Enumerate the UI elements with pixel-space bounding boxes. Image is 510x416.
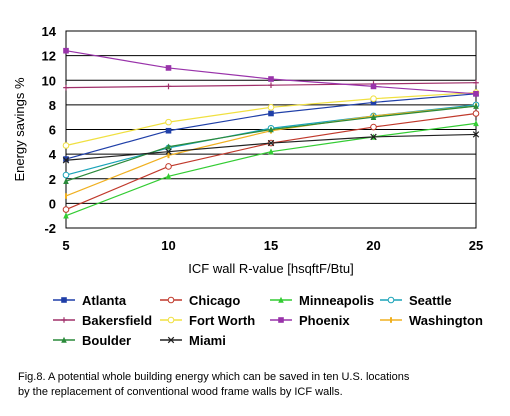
data-point-atlanta [165,127,172,134]
y-tick-label: 10 [42,73,56,88]
data-point-bakersfield [473,79,479,86]
data-point-miami [165,148,172,155]
data-point-fort-worth [165,118,172,126]
data-point-boulder [370,113,377,120]
y-tick-label: 2 [49,172,56,187]
data-point-bakersfield [63,84,69,91]
y-tick-label: -2 [44,221,56,236]
legend-marker [61,317,67,323]
x-tick-label: 5 [62,238,69,253]
series-line-fort-worth [65,91,477,147]
data-point-chicago [472,110,480,117]
data-point-atlanta [268,110,274,117]
legend-item-atlanta: Atlanta [53,293,127,308]
data-point-fort-worth [267,104,275,111]
data-point-boulder [268,126,274,133]
series-line-miami [65,133,477,161]
data-point-atlanta [370,99,377,106]
data-point-boulder [473,102,479,109]
legend-marker [390,317,392,323]
data-point-miami [267,139,275,147]
legend-label: Chicago [189,293,240,308]
legend-label: Miami [189,333,226,348]
legend-item-chicago: Chicago [160,293,240,308]
x-axis-label: ICF wall R-value [hsqftF/Btu] [188,261,353,276]
data-point-miami [370,133,377,141]
data-point-phoenix [165,65,172,71]
data-point-phoenix [63,47,69,54]
y-axis-label: Energy savings % [12,77,27,181]
legend-marker [61,297,67,303]
data-point-phoenix [268,76,274,82]
legend-item-minneapolis: Minneapolis [270,293,374,308]
data-point-phoenix [473,90,479,97]
data-point-chicago [62,206,70,213]
data-point-boulder [63,177,69,185]
data-point-seattle [62,171,70,179]
data-point-minneapolis [473,120,479,127]
legend-item-phoenix: Phoenix [270,313,350,328]
legend-marker [278,317,284,323]
legend-label: Atlanta [82,293,127,308]
data-point-minneapolis [268,148,274,155]
x-tick-label: 15 [264,238,278,253]
data-point-minneapolis [165,172,172,180]
legend-label: Bakersfield [82,313,152,328]
series-line-minneapolis [65,122,477,217]
caption-line-2: by the replacement of conventional wood … [18,386,343,398]
data-point-chicago [370,123,377,131]
legend-item-washington: Washington [380,313,483,328]
legend-label: Seattle [409,293,452,308]
data-point-miami [472,131,480,138]
line-chart: -2 0 2 4 6 8 10 12 14 5 10 15 20 25 Energy savings %… [12,24,483,348]
data-point-miami [62,157,70,164]
series-phoenix [63,47,479,97]
y-axis: -2 0 2 4 6 8 10 12 14 [42,24,57,236]
x-axis: 5 10 15 20 25 [62,238,483,253]
series-boulder [63,102,479,185]
legend-marker [278,296,284,303]
data-point-washington [167,152,170,159]
legend-label: Washington [409,313,483,328]
data-point-minneapolis [63,212,69,219]
legend-marker [61,336,67,343]
legend-item-fort-worth: Fort Worth [160,313,255,328]
data-point-fort-worth [370,95,377,103]
data-point-chicago [165,163,172,170]
legend-marker [167,336,175,344]
legend-label: Phoenix [299,313,350,328]
plot-area [65,30,477,229]
legend-label: Fort Worth [189,313,255,328]
data-point-boulder [165,143,172,150]
legend-item-boulder: Boulder [53,333,131,348]
y-tick-label: 6 [49,123,56,138]
x-tick-label: 20 [366,238,380,253]
y-tick-label: 8 [49,98,56,113]
data-point-bakersfield [165,83,172,90]
legend-item-seattle: Seattle [380,293,452,308]
legend-label: Boulder [82,333,131,348]
legend-item-bakersfield: Bakersfield [53,313,152,328]
legend-marker [167,316,175,324]
data-point-bakersfield [268,82,274,88]
legend-marker [387,296,395,304]
y-tick-label: 0 [49,196,56,211]
legend: Atlanta Chicago Minneapolis Seattle Bakersfi… [53,293,483,348]
data-point-atlanta [63,156,69,162]
caption-line-1: Fig.8. A potential whole building energy… [18,371,410,383]
legend-item-miami: Miami [160,333,226,348]
y-tick-label: 4 [49,147,57,162]
legend-label: Minneapolis [299,293,374,308]
data-point-washington [65,193,67,199]
data-point-fort-worth [62,142,70,149]
x-tick-label: 25 [469,238,483,253]
series-group [62,47,480,219]
y-tick-label: 12 [42,49,56,64]
data-point-phoenix [370,83,377,90]
x-tick-label: 10 [161,238,175,253]
figure-caption: Fig.8. A potential whole building energy… [18,370,498,400]
y-tick-label: 14 [42,24,57,39]
series-miami [62,131,480,164]
legend-marker [167,296,175,304]
